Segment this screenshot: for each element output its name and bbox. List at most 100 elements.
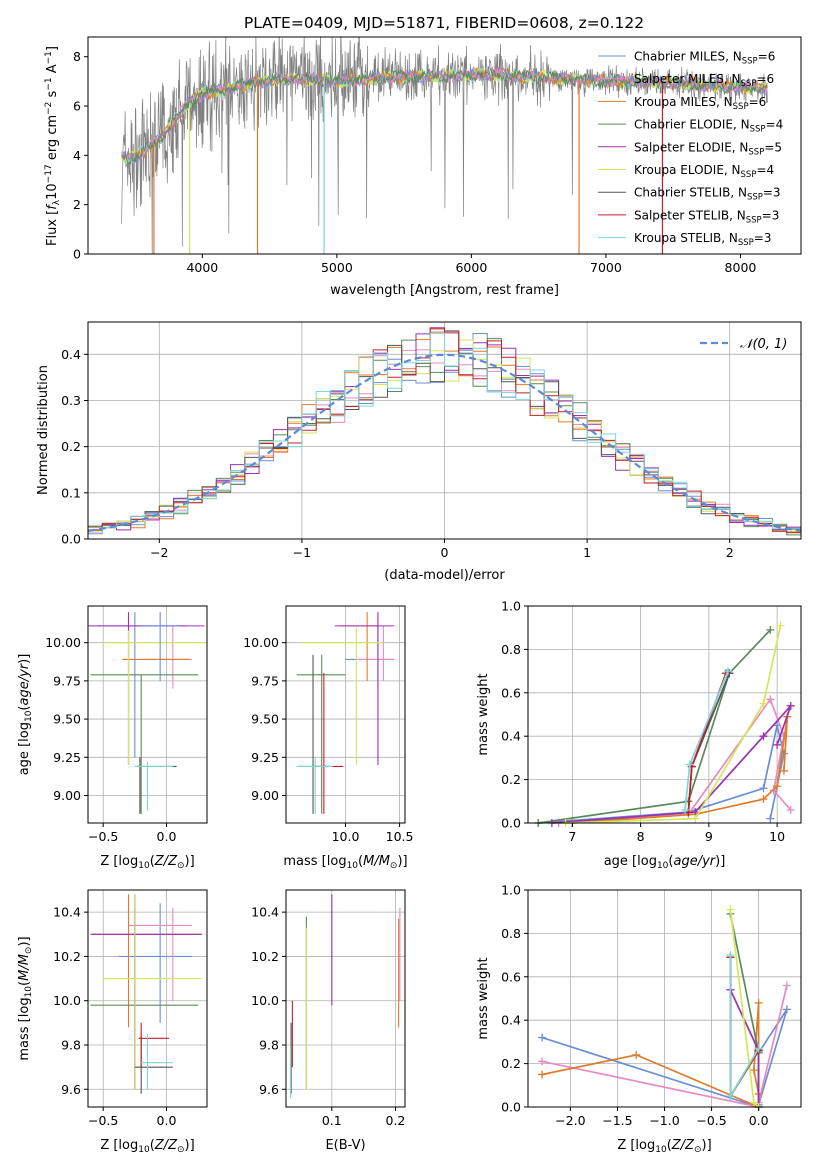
plot-area bbox=[538, 905, 791, 1111]
y-tick-label: 0.4 bbox=[501, 1013, 521, 1028]
x-tick-label: 7000 bbox=[590, 260, 622, 275]
mass-weight-marker bbox=[538, 1057, 547, 1066]
mass-weight-marker bbox=[538, 1033, 547, 1042]
axes-residuals: −2 −1 0 1 2 0.0 0.1 0.2 0.3 0.4 𝒩(0, 1) (data-model… bbox=[36, 321, 802, 583]
y-axis-label: Flux [fλ10−17 erg cm−2 s−1 A−1] bbox=[44, 46, 62, 246]
y-tick-label: 9.00 bbox=[53, 788, 81, 803]
axes-frame bbox=[87, 36, 802, 255]
plot-area bbox=[534, 621, 795, 827]
y-axis-label: mass weight bbox=[476, 957, 491, 1039]
y-tick-label: 0.0 bbox=[61, 532, 81, 547]
plot-layer: 4000 5000 6000 7000 8000 0 2 4 6 8 wavelength [Ang… bbox=[17, 36, 802, 1155]
y-tick-label: 9.50 bbox=[53, 712, 81, 727]
plot-area bbox=[88, 612, 205, 814]
y-tick-label: 9.75 bbox=[251, 673, 279, 688]
y-tick-label: 8 bbox=[73, 49, 81, 64]
y-tick-label: 9.50 bbox=[251, 712, 279, 727]
axes-spectrum: 4000 5000 6000 7000 8000 0 2 4 6 8 wavelength [Ang… bbox=[44, 36, 802, 298]
mass-weight-marker bbox=[782, 981, 791, 990]
y-tick-label: 0.1 bbox=[61, 485, 81, 500]
y-tick-label: 9.25 bbox=[251, 750, 279, 765]
x-tick-label: 0 bbox=[441, 545, 449, 560]
x-axis-label: E(B-V) bbox=[325, 1138, 365, 1153]
y-tick-label: 6 bbox=[73, 99, 81, 114]
x-tick-label: 8 bbox=[637, 829, 645, 844]
x-tick-label: −1.5 bbox=[602, 1113, 632, 1128]
y-tick-label: 9.6 bbox=[61, 1082, 81, 1097]
y-tick-label: 0.2 bbox=[501, 1056, 521, 1071]
legend-entry: Chabrier ELODIE, NSSP=4 bbox=[634, 118, 783, 135]
x-tick-label: −2.0 bbox=[555, 1113, 585, 1128]
x-tick-label: 5000 bbox=[321, 260, 353, 275]
y-tick-label: 10.0 bbox=[53, 993, 81, 1008]
y-tick-label: 0.8 bbox=[501, 642, 521, 657]
mass-weight-marker bbox=[754, 1044, 763, 1053]
y-tick-label: 10.2 bbox=[251, 949, 279, 964]
x-tick-label: 0.2 bbox=[386, 1113, 406, 1128]
axes-massweight_vs_Z: −2.0 −1.5 −1.0 −0.5 0.0 0.0 0.2 0.4 0.6 0.8 1.0 Z [… bbox=[476, 883, 802, 1155]
axes-frame bbox=[285, 889, 406, 1108]
x-tick-label: −1 bbox=[293, 545, 311, 560]
legend-entry: Kroupa ELODIE, NSSP=4 bbox=[634, 163, 774, 180]
y-tick-label: 0.6 bbox=[501, 685, 521, 700]
grid bbox=[528, 889, 801, 1108]
x-tick-label: 0.0 bbox=[157, 1113, 177, 1128]
mass-weight-marker bbox=[726, 951, 735, 960]
x-tick-label: 0.0 bbox=[749, 1113, 769, 1128]
y-tick-label: 10.4 bbox=[53, 905, 81, 920]
legend-entry: Chabrier STELIB, NSSP=3 bbox=[634, 186, 781, 203]
x-tick-label: 0.1 bbox=[322, 1113, 342, 1128]
mass-weight-marker bbox=[754, 998, 763, 1007]
grid bbox=[286, 890, 405, 1107]
x-axis-label: Z [log10(Z/Z⊙)] bbox=[100, 854, 194, 871]
mass-weight-marker bbox=[632, 1050, 641, 1059]
plot-area bbox=[90, 894, 202, 1094]
plot-area bbox=[88, 327, 801, 536]
y-tick-label: 0.3 bbox=[61, 393, 81, 408]
x-tick-label: −0.5 bbox=[88, 1113, 118, 1128]
legend-entry: Kroupa MILES, NSSP=6 bbox=[634, 95, 766, 112]
x-axis-label: (data-model)/error bbox=[384, 568, 505, 583]
x-axis-label: Z [log10(Z/Z⊙)] bbox=[617, 1138, 711, 1155]
y-tick-label: 0.2 bbox=[501, 772, 521, 787]
axes-age_vs_Z: −0.5 0.0 9.00 9.25 9.50 9.75 10.00 Z [log10(Z/Z… bbox=[17, 605, 208, 871]
axis-decor: 7 8 9 10 0.0 0.2 0.4 0.6 0.8 1.0 bbox=[501, 599, 802, 844]
axis-decor: 10.0 10.5 9.00 9.25 9.50 9.75 10.00 bbox=[243, 605, 414, 844]
y-tick-label: 4 bbox=[73, 148, 81, 163]
axes-massweight_vs_age: 7 8 9 10 0.0 0.2 0.4 0.6 0.8 1.0 age [log10(age/yr… bbox=[476, 599, 802, 871]
y-tick-label: 10.0 bbox=[251, 993, 279, 1008]
y-tick-label: 10.00 bbox=[45, 635, 81, 650]
mass-weight-marker bbox=[723, 667, 732, 676]
x-tick-label: 4000 bbox=[186, 260, 218, 275]
y-tick-label: 10.2 bbox=[53, 949, 81, 964]
axis-decor: −2 −1 0 1 2 0.0 0.1 0.2 0.3 0.4 bbox=[61, 321, 802, 560]
plot-area bbox=[296, 612, 395, 814]
mass-weight-marker bbox=[759, 699, 768, 708]
axis-decor: 0.1 0.2 9.6 9.8 10.0 10.2 10.4 bbox=[251, 889, 406, 1128]
y-axis-label: mass [log10(M/M⊙)] bbox=[17, 936, 34, 1060]
mass-weight-line bbox=[541, 1002, 760, 1109]
y-tick-label: 9.00 bbox=[251, 788, 279, 803]
mass-weight-line bbox=[729, 909, 760, 1108]
y-tick-label: 0.0 bbox=[501, 1100, 521, 1115]
x-axis-label: age [log10(age/yr)] bbox=[604, 854, 726, 871]
mass-weight-line bbox=[572, 716, 789, 824]
x-tick-label: −1.0 bbox=[649, 1113, 679, 1128]
y-tick-label: 9.8 bbox=[259, 1038, 279, 1053]
x-tick-label: 7 bbox=[568, 829, 576, 844]
axis-decor: −2.0 −1.5 −1.0 −0.5 0.0 0.0 0.2 0.4 0.6 0.8 1.0 bbox=[501, 883, 802, 1128]
x-tick-label: −2 bbox=[150, 545, 168, 560]
axis-decor: −0.5 0.0 9.00 9.25 9.50 9.75 10.00 bbox=[45, 605, 208, 844]
legend-entry: Kroupa STELIB, NSSP=3 bbox=[634, 231, 772, 248]
legend-entry: Chabrier MILES, NSSP=6 bbox=[634, 50, 775, 67]
mass-weight-marker bbox=[749, 1066, 758, 1075]
y-tick-label: 10.00 bbox=[243, 635, 279, 650]
mass-weight-marker bbox=[786, 701, 795, 710]
y-tick-label: 9.25 bbox=[53, 750, 81, 765]
mass-weight-marker bbox=[766, 625, 775, 634]
axis-decor: −0.5 0.0 9.6 9.8 10.0 10.2 10.4 bbox=[53, 889, 208, 1128]
axes-frame bbox=[87, 889, 208, 1108]
y-tick-label: 1.0 bbox=[501, 599, 521, 614]
normal-reference-curve bbox=[88, 353, 801, 532]
mass-weight-marker bbox=[759, 784, 768, 793]
